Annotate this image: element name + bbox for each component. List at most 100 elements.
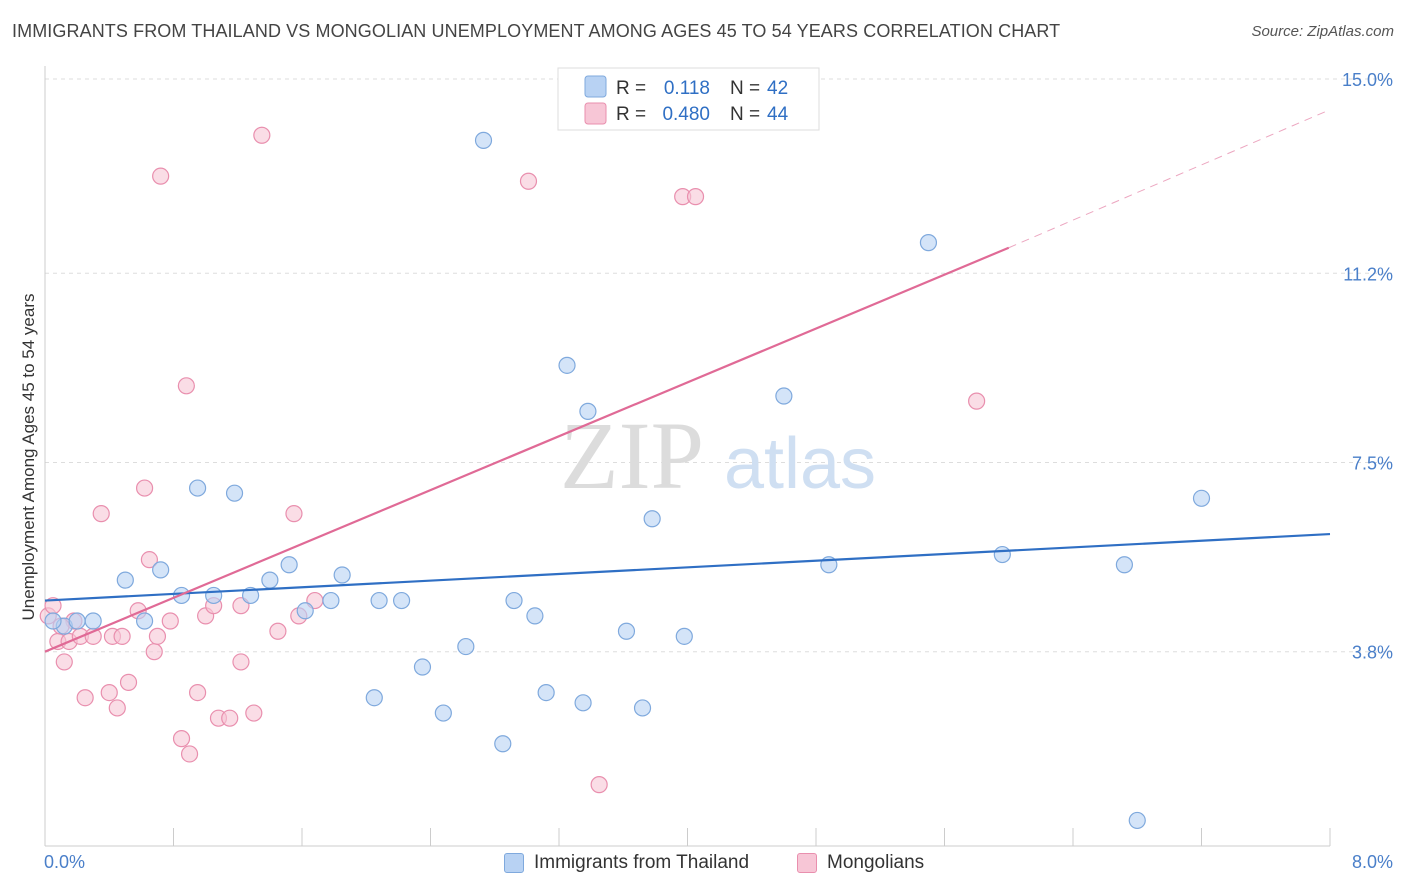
mongolian-point: [232, 653, 250, 671]
tick-labels-layer: 3.8% 7.5% 11.2% 15.0% 0.0% 8.0%: [44, 70, 1393, 872]
legend-r-value-2: 0.480: [662, 104, 710, 125]
legend-r-label-2: R =: [616, 104, 651, 125]
mongolian-point: [108, 699, 126, 717]
thailand-point: [993, 545, 1011, 564]
mongolian-point: [113, 627, 131, 645]
mongolian-point: [119, 673, 138, 691]
thailand-point: [1128, 811, 1146, 830]
y-tick-label: 15.0%: [1342, 70, 1393, 90]
trend-layer: [44, 109, 1331, 653]
mongolian-point: [253, 126, 271, 144]
mongolian-point: [76, 689, 94, 707]
thailand-point: [68, 612, 86, 630]
thailand-point: [280, 556, 298, 574]
thailand-point: [370, 591, 388, 610]
watermark-zip: ZIP: [560, 402, 704, 509]
mongolian-point: [135, 479, 154, 497]
grid-layer: [45, 78, 1392, 653]
thailand-point: [574, 694, 592, 712]
mongolian-point: [161, 612, 179, 630]
mongolian-point: [221, 709, 239, 727]
trend-line-mongolian-extension: [1008, 109, 1331, 249]
thailand-point: [322, 591, 340, 610]
mongolian-point: [968, 392, 986, 410]
mongolian-point: [145, 643, 163, 661]
axes-layer: [44, 66, 1331, 847]
y-tick-label: 7.5%: [1352, 454, 1393, 474]
legend-item-mongolians[interactable]: Mongolians: [797, 852, 924, 874]
thailand-point: [135, 612, 154, 630]
mongolian-point: [140, 551, 159, 569]
legend-r-label-1: R =: [616, 78, 651, 99]
mongolian-point: [269, 622, 287, 640]
y-tick-label: 11.2%: [1343, 264, 1393, 284]
thailand-point: [44, 612, 62, 630]
x-tick-label: 8.0%: [1352, 852, 1393, 872]
mongolian-point: [245, 704, 263, 722]
legend-swatch-thailand: [584, 75, 607, 98]
thailand-point: [1192, 489, 1211, 507]
legend-swatch-mongolian: [584, 102, 607, 125]
mongolian-point: [92, 505, 110, 523]
mongolian-point: [172, 730, 191, 748]
thailand-point: [116, 571, 134, 589]
mongolian-point: [285, 505, 303, 523]
thailand-point: [633, 699, 652, 717]
thailand-point: [775, 387, 793, 405]
mongolian-point: [148, 627, 167, 645]
watermark-atlas: atlas: [724, 424, 876, 504]
legend-label-thailand: Immigrants from Thailand: [534, 852, 750, 873]
mongolian-point: [686, 188, 705, 206]
thailand-point: [242, 586, 260, 605]
y-tick-label: 3.8%: [1352, 643, 1393, 663]
thailand-point: [1115, 556, 1134, 574]
thailand-point: [296, 602, 314, 620]
mongolian-point: [180, 745, 199, 763]
thailand-point: [617, 622, 636, 640]
thailand-point: [225, 484, 244, 502]
thailand-point: [152, 561, 170, 579]
thailand-point: [505, 591, 523, 610]
x-tick-label: 0.0%: [44, 852, 85, 872]
legend-label-mongolians: Mongolians: [827, 852, 925, 873]
legend-top: R = 0.118 N = 42 R = 0.480 N = 44: [557, 67, 820, 131]
legend-item-thailand[interactable]: Immigrants from Thailand: [504, 852, 749, 874]
legend-n-label-2: N =: [730, 104, 765, 125]
thailand-point: [579, 402, 597, 420]
legend-n-value-1: 42: [767, 78, 788, 99]
mongolian-point: [177, 377, 195, 395]
thailand-point: [643, 510, 661, 528]
chart-title: IMMIGRANTS FROM THAILAND VS MONGOLIAN UN…: [12, 21, 1061, 41]
y-axis-label: Unemployment Among Ages 45 to 54 years: [19, 294, 38, 621]
mongolian-point: [100, 683, 118, 702]
thailand-point: [675, 627, 693, 645]
legend-n-label-1: N =: [730, 78, 765, 99]
mongolian-point: [152, 167, 170, 185]
thailand-point: [474, 131, 493, 149]
chart-source: Source: ZipAtlas.com: [1251, 23, 1394, 40]
thailand-point: [413, 658, 432, 676]
legend-swatch-mongolians: [797, 853, 817, 873]
thailand-point: [457, 637, 475, 656]
legend-swatch-thailand: [504, 853, 524, 873]
thailand-point: [392, 591, 411, 610]
trend-line-mongolian: [44, 246, 1010, 653]
legend-r-value-1: 0.118: [664, 78, 710, 99]
thailand-point: [261, 571, 279, 589]
thailand-point: [205, 586, 223, 605]
mongolian-point: [55, 653, 73, 671]
thailand-point: [84, 612, 102, 630]
mongolian-point: [590, 776, 608, 794]
thailand-point: [919, 234, 938, 252]
legend-n-value-2: 44: [767, 104, 789, 125]
mongolian-point: [188, 683, 207, 702]
mongolian-point: [519, 172, 538, 190]
legend-bottom: Immigrants from Thailand Mongolians: [0, 850, 1406, 880]
thailand-point: [434, 704, 452, 722]
thailand-point: [365, 689, 383, 707]
thailand-point: [537, 683, 555, 702]
trend-line-thailand: [44, 532, 1331, 602]
thailand-point: [558, 356, 576, 374]
thailand-point: [526, 607, 544, 625]
